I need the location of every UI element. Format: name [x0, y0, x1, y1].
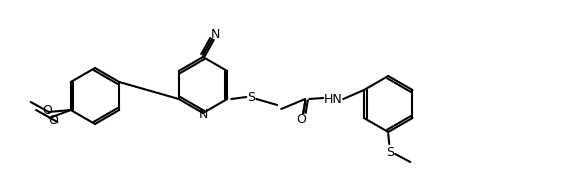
Text: O: O: [42, 104, 52, 117]
Text: S: S: [386, 145, 395, 158]
Text: S: S: [247, 90, 255, 103]
Text: O: O: [296, 112, 306, 125]
Text: O: O: [48, 114, 58, 127]
Text: N: N: [198, 108, 208, 121]
Text: N: N: [210, 28, 220, 41]
Text: HN: HN: [324, 93, 343, 106]
